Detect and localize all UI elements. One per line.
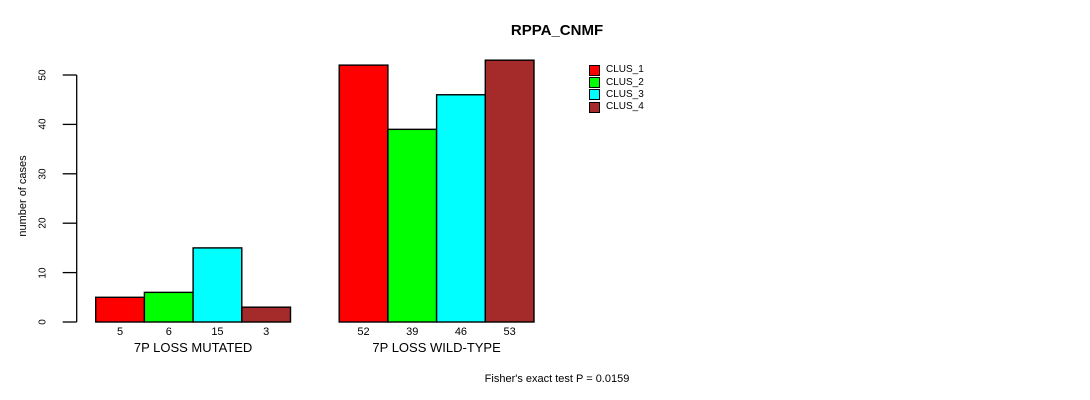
bar-clus_1-wild-type bbox=[338, 64, 389, 323]
legend-item-clus_4: CLUS_4 bbox=[589, 101, 644, 113]
bar-clus_3-wild-type bbox=[435, 94, 487, 323]
y-tick-label: 10 bbox=[37, 267, 49, 279]
legend-swatch-icon bbox=[589, 77, 600, 89]
y-tick-label: 20 bbox=[37, 217, 49, 229]
y-axis-label: number of cases bbox=[17, 155, 29, 237]
legend-swatch-icon bbox=[589, 101, 600, 113]
bar-value-label: 39 bbox=[406, 326, 419, 338]
bar-value-label: 6 bbox=[165, 326, 172, 338]
y-tick-label: 50 bbox=[37, 69, 49, 81]
legend-item-clus_1: CLUS_1 bbox=[589, 64, 644, 76]
bar-value-label: 15 bbox=[211, 326, 224, 338]
annotation-text: Fisher's exact test P = 0.0159 bbox=[484, 373, 630, 385]
chart-title: RPPA_CNMF bbox=[510, 22, 604, 39]
bar-clus_2-mutated bbox=[143, 291, 194, 323]
legend-label: CLUS_4 bbox=[606, 101, 644, 113]
bar-clus_4-mutated bbox=[241, 306, 292, 323]
category-label: 7P LOSS WILD-TYPE bbox=[372, 340, 501, 355]
legend-swatch-icon bbox=[589, 89, 600, 101]
bar-clus_1-mutated bbox=[94, 296, 146, 323]
bar-clus_2-wild-type bbox=[387, 128, 438, 323]
legend-item-clus_3: CLUS_3 bbox=[589, 89, 644, 101]
legend-label: CLUS_1 bbox=[606, 64, 644, 76]
legend-label: CLUS_2 bbox=[606, 76, 644, 88]
legend-swatch-icon bbox=[589, 64, 600, 76]
category-label: 7P LOSS MUTATED bbox=[133, 340, 253, 355]
bar-clus_3-mutated bbox=[192, 247, 243, 323]
bar-value-label: 52 bbox=[357, 326, 370, 338]
bar-value-label: 53 bbox=[503, 326, 516, 338]
bar-value-label: 5 bbox=[116, 326, 124, 338]
bar-clus_4-wild-type bbox=[484, 59, 535, 323]
legend: CLUS_1 CLUS_2 CLUS_3 CLUS_4 bbox=[589, 64, 644, 114]
legend-label: CLUS_3 bbox=[606, 88, 644, 100]
y-tick-label: 0 bbox=[37, 319, 49, 325]
legend-item-clus_2: CLUS_2 bbox=[589, 76, 644, 89]
bar-value-label: 46 bbox=[454, 326, 468, 338]
bar-value-label: 3 bbox=[263, 326, 270, 338]
y-tick-label: 30 bbox=[37, 168, 49, 180]
y-tick-label: 40 bbox=[37, 118, 49, 130]
